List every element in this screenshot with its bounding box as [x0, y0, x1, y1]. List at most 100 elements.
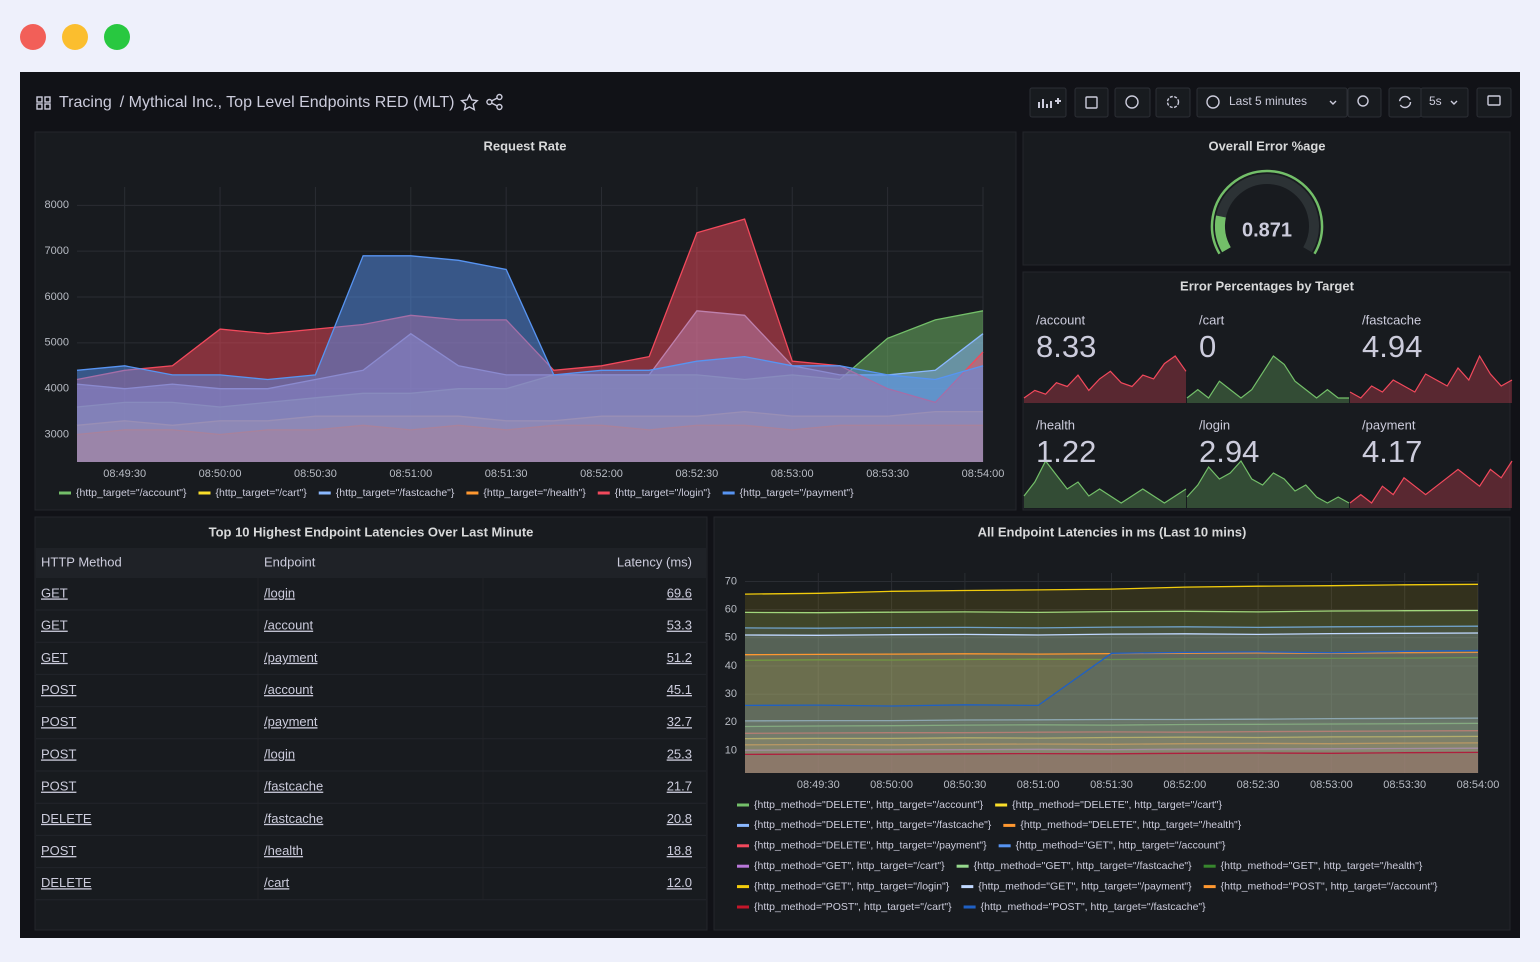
table-cell[interactable]: /account	[264, 618, 314, 633]
info-button[interactable]	[1114, 87, 1151, 118]
tv-mode-button[interactable]	[1476, 87, 1512, 118]
legend-label: {http_method="GET", http_target="/paymen…	[978, 880, 1192, 892]
table-cell[interactable]: /account	[264, 682, 314, 697]
stat-value: 4.94	[1362, 329, 1422, 364]
legend-swatch	[198, 491, 211, 495]
table-cell[interactable]: 20.8	[667, 811, 692, 826]
panel-title: All Endpoint Latencies in ms (Last 10 mi…	[978, 524, 1247, 539]
table-cell[interactable]: 25.3	[667, 746, 692, 761]
table-cell[interactable]: 45.1	[667, 682, 692, 697]
table-cell[interactable]: 12.0	[667, 875, 692, 890]
table-cell[interactable]: /login	[264, 746, 295, 761]
legend-label: {http_method="DELETE", http_target="/hea…	[1020, 819, 1241, 831]
series-area	[745, 742, 1478, 773]
legend-swatch	[722, 491, 735, 495]
minimize-button[interactable]	[62, 24, 88, 50]
table-cell[interactable]: /payment	[264, 650, 318, 665]
zoom-out-button[interactable]	[1347, 87, 1382, 118]
table-cell[interactable]: POST	[41, 779, 76, 794]
table-cell[interactable]: 51.2	[667, 650, 692, 665]
x-tick-label: 08:51:30	[1090, 779, 1133, 791]
table-cell[interactable]: POST	[41, 843, 76, 858]
time-range: Last 5 minutes	[1229, 94, 1307, 108]
x-tick-label: 08:49:30	[797, 779, 840, 791]
gauge-threshold	[1210, 169, 1324, 255]
legend-label: {http_target="/cart"}	[216, 487, 308, 499]
refresh-button[interactable]	[1388, 87, 1422, 118]
legend-label: {http_target="/health"}	[483, 487, 586, 499]
legend-swatch	[737, 844, 749, 848]
stat-value: 1.22	[1036, 434, 1096, 469]
save-button[interactable]	[1074, 87, 1109, 118]
column-header: Latency (ms)	[617, 554, 692, 569]
x-tick-label: 08:53:00	[771, 468, 814, 480]
table-cell[interactable]: 32.7	[667, 714, 692, 729]
table-cell[interactable]: GET	[41, 585, 68, 600]
table-cell[interactable]: /health	[264, 843, 303, 858]
table-cell[interactable]: POST	[41, 714, 76, 729]
x-tick-label: 08:50:00	[870, 779, 913, 791]
x-tick-label: 08:52:00	[580, 468, 623, 480]
stat-value: 8.33	[1036, 329, 1096, 364]
legend-swatch	[737, 864, 749, 868]
series-area	[745, 730, 1478, 773]
series-line	[744, 730, 1479, 734]
x-tick-label: 08:50:30	[294, 468, 337, 480]
add-panel-button[interactable]	[1029, 87, 1067, 118]
dashboard-title: / Mythical Inc., Top Level Endpoints RED…	[120, 94, 455, 111]
legend-label: {http_method="GET", http_target="/login"…	[754, 880, 950, 892]
maximize-button[interactable]	[104, 24, 130, 50]
table-cell[interactable]: 18.8	[667, 843, 692, 858]
x-tick-label: 08:49:30	[103, 468, 146, 480]
stat-value: 0	[1199, 329, 1216, 364]
refresh-interval-picker[interactable]	[1420, 87, 1469, 118]
table-cell[interactable]: 69.6	[667, 585, 692, 600]
y-tick-label: 50	[725, 632, 737, 644]
table-cell[interactable]: DELETE	[41, 811, 92, 826]
close-button[interactable]	[20, 24, 46, 50]
table-cell[interactable]: 53.3	[667, 618, 692, 633]
table-cell[interactable]: /fastcache	[264, 779, 323, 794]
table-cell[interactable]: /cart	[264, 875, 290, 890]
table-cell[interactable]: GET	[41, 650, 68, 665]
y-tick-label: 10	[725, 744, 737, 756]
table-cell[interactable]: POST	[41, 746, 76, 761]
table-cell[interactable]: /fastcache	[264, 811, 323, 826]
x-tick-label: 08:53:30	[866, 468, 909, 480]
x-tick-label: 08:50:30	[943, 779, 986, 791]
x-tick-label: 08:52:00	[1163, 779, 1206, 791]
star-button[interactable]	[460, 93, 479, 111]
table-cell[interactable]: /login	[264, 585, 295, 600]
time-range-picker[interactable]	[1196, 87, 1348, 118]
table-cell[interactable]: DELETE	[41, 875, 92, 890]
settings-button[interactable]	[1155, 87, 1191, 118]
table-header	[36, 548, 706, 578]
y-tick-label: 30	[725, 688, 737, 700]
sparkline	[1023, 355, 1187, 399]
column-header: Endpoint	[264, 554, 316, 569]
series-area	[745, 652, 1478, 773]
legend-label: {http_method="GET", http_target="/cart"}	[754, 860, 945, 872]
share-button[interactable]	[486, 93, 503, 111]
legend-label: {http_method="DELETE", http_target="/acc…	[754, 799, 984, 811]
legend-swatch	[963, 905, 976, 909]
table-cell[interactable]: POST	[41, 682, 76, 697]
series-line	[744, 735, 1479, 740]
breadcrumb-section[interactable]: Tracing	[59, 94, 112, 111]
gauge-bar	[1215, 215, 1231, 253]
stat-name: /payment	[1362, 417, 1416, 432]
table-cell[interactable]: GET	[41, 618, 68, 633]
sparkline	[1186, 459, 1350, 504]
table-cell[interactable]: /payment	[264, 714, 318, 729]
x-tick-label: 08:50:00	[199, 468, 242, 480]
legend-swatch	[597, 491, 610, 495]
sparkline-area	[1024, 461, 1186, 508]
legend-label: {http_method="POST", http_target="/cart"…	[754, 901, 952, 913]
stat-name: /login	[1199, 417, 1230, 432]
y-tick-label: 6000	[45, 291, 69, 303]
dashboard-icon[interactable]	[36, 96, 51, 110]
legend-label: {http_method="DELETE", http_target="/car…	[1012, 799, 1222, 811]
table-cell[interactable]: 21.7	[667, 779, 692, 794]
x-tick-label: 08:53:00	[1310, 779, 1353, 791]
sparkline	[1349, 460, 1513, 504]
